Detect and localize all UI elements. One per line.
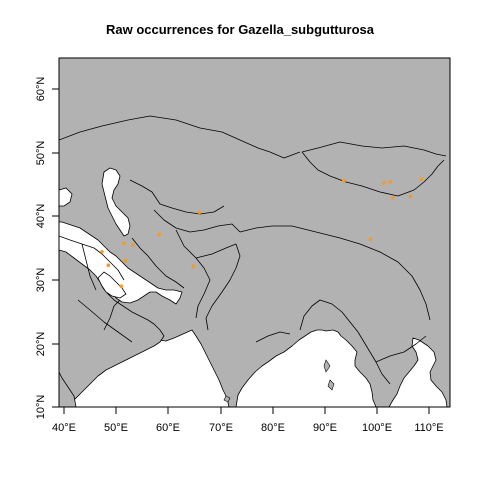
occurrence-point [197,210,202,215]
occurrence-point [342,178,346,183]
occurrence-point [122,241,126,246]
occurrence-point [408,194,413,199]
occurrence-point [119,284,124,289]
x-tick-label: 70°E [209,422,233,434]
x-tick-label: 110°E [414,422,443,434]
occurrence-points [100,177,424,289]
x-tick-label: 40°E [52,422,76,434]
y-tick-label: 10°N [35,395,47,420]
persian-gulf [97,271,127,299]
x-tick-label: 90°E [313,422,337,434]
country-borders [59,115,447,385]
y-tick-label: 40°N [35,204,47,229]
y-tick-label: 50°N [35,141,47,166]
occurrence-point [419,177,424,182]
basemap [59,58,450,407]
landmass-arabia [59,249,165,407]
occurrence-point [191,264,195,269]
occurrence-point [106,263,111,268]
y-tick-label: 30°N [35,268,47,293]
x-axis [63,406,430,414]
y-tick-label: 20°N [35,332,47,357]
occurrence-point [382,181,386,185]
y-axis [52,88,60,408]
landmass-asia [59,58,450,407]
islands [223,359,335,403]
y-tick-labels: 10°N 20°N 30°N 40°N 50°N 60°N [35,77,47,420]
black-sea [59,187,73,207]
x-tick-label: 60°E [156,422,180,434]
occurrence-point [100,250,104,254]
x-tick-label: 50°E [104,422,128,434]
occurrence-point [388,180,392,184]
occurrence-point [131,243,135,247]
occurrence-point [123,258,128,263]
occurrence-point [368,237,373,241]
x-tick-labels: 40°E 50°E 60°E 70°E 80°E 90°E 100°E 110°… [52,422,444,434]
map-title: Raw occurrences for Gazella_subgutturosa [105,22,375,37]
x-tick-label: 100°E [362,422,392,434]
x-tick-label: 80°E [261,422,285,434]
y-tick-label: 60°N [35,77,47,102]
caspian-sea [101,167,131,237]
landmass-africa [59,371,77,407]
occurrence-point [157,232,162,237]
occurrence-point [391,196,395,200]
